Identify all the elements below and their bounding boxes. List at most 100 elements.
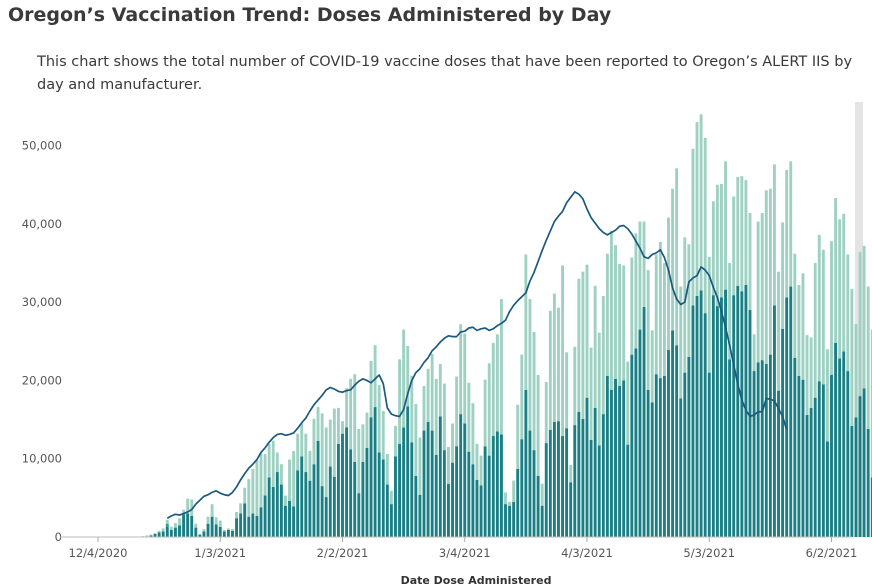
bar-segment bbox=[504, 504, 507, 537]
bar-segment bbox=[622, 265, 626, 381]
bar-segment bbox=[222, 529, 226, 532]
bar-segment bbox=[361, 461, 365, 537]
bar-segment bbox=[190, 499, 194, 516]
bar-segment bbox=[320, 486, 324, 538]
x-tick-label: 6/2/2021 bbox=[806, 546, 858, 560]
bar-segment bbox=[385, 484, 389, 537]
bar-segment bbox=[520, 354, 524, 440]
bar-segment bbox=[369, 417, 373, 537]
bar-segment bbox=[850, 425, 854, 537]
bar-segment bbox=[605, 253, 609, 376]
bar-segment bbox=[520, 439, 524, 537]
bar-segment bbox=[658, 378, 662, 537]
bar-segment bbox=[703, 137, 707, 314]
bar-segment bbox=[279, 484, 283, 537]
bar-segment bbox=[434, 454, 438, 537]
bar-segment bbox=[768, 354, 772, 537]
bar-segment bbox=[418, 494, 422, 537]
y-tick-label: 40,000 bbox=[22, 217, 62, 231]
bar-segment bbox=[528, 430, 532, 537]
bar-segment bbox=[622, 380, 626, 537]
chart-title: Oregon’s Vaccination Trend: Doses Admini… bbox=[8, 4, 612, 26]
bar-segment bbox=[585, 397, 589, 537]
bar-segment bbox=[288, 501, 291, 537]
bar-segment bbox=[394, 425, 397, 457]
bar-segment bbox=[569, 482, 573, 537]
bar-segment bbox=[728, 263, 732, 360]
bar-segment bbox=[194, 527, 198, 537]
bar-segment bbox=[797, 284, 801, 376]
bar-segment bbox=[495, 334, 499, 432]
bar-segment bbox=[475, 479, 479, 537]
bar-segment bbox=[801, 379, 805, 537]
bar-segment bbox=[752, 334, 756, 372]
bar-segment bbox=[341, 421, 344, 434]
bar-segment bbox=[532, 331, 536, 451]
bar-segment bbox=[789, 286, 793, 537]
bar-segment bbox=[398, 359, 401, 444]
bar-segment bbox=[267, 443, 271, 478]
bar-segment bbox=[300, 423, 304, 457]
bar-segment bbox=[210, 516, 214, 537]
bar-segment bbox=[715, 184, 719, 307]
bar-segment bbox=[377, 452, 381, 537]
bar-segment bbox=[398, 443, 401, 537]
bar-segment bbox=[634, 348, 638, 537]
bar-segment bbox=[842, 213, 846, 352]
bar-segment bbox=[671, 330, 675, 537]
bar-segment bbox=[247, 516, 251, 537]
bar-segment bbox=[161, 528, 165, 532]
bar-segment bbox=[720, 297, 723, 537]
bar-segment bbox=[475, 443, 479, 480]
bar-segment bbox=[418, 437, 422, 495]
bar-segment bbox=[781, 222, 785, 329]
bar-segment bbox=[805, 414, 809, 537]
bar-segment bbox=[235, 511, 238, 519]
bar-segment bbox=[732, 295, 736, 537]
bar-segment bbox=[214, 517, 218, 525]
bar-segment bbox=[605, 375, 609, 537]
bar-segment bbox=[455, 376, 459, 447]
bar-segment bbox=[247, 479, 251, 517]
bar-segment bbox=[821, 384, 825, 538]
bar-segment bbox=[198, 533, 202, 535]
bar-segment bbox=[687, 244, 691, 357]
bar-segment bbox=[426, 368, 430, 422]
bar-segment bbox=[214, 524, 218, 537]
bar-segment bbox=[691, 305, 695, 537]
bar-segment bbox=[610, 230, 613, 390]
chart-subtitle: This chart shows the total number of COV… bbox=[37, 54, 853, 93]
bar-segment bbox=[353, 461, 357, 537]
bar-segment bbox=[711, 295, 715, 537]
bar-segment bbox=[593, 407, 597, 537]
bar-segment bbox=[373, 407, 377, 537]
bar-segment bbox=[552, 421, 556, 537]
bar-segment bbox=[251, 468, 255, 514]
bar-segment bbox=[805, 335, 809, 415]
bar-segment bbox=[190, 515, 194, 537]
bar-segment bbox=[732, 196, 736, 296]
bar-segment bbox=[504, 492, 507, 505]
bar-segment bbox=[809, 337, 813, 408]
bar-segment bbox=[646, 389, 650, 537]
bar-segment bbox=[577, 278, 581, 412]
bar-segment bbox=[479, 485, 483, 537]
bar-segment bbox=[279, 464, 283, 485]
bar-segment bbox=[202, 531, 206, 537]
bar-segment bbox=[312, 418, 316, 465]
bar-segment bbox=[345, 427, 349, 537]
bar-segment bbox=[695, 122, 699, 296]
bar-segment bbox=[565, 352, 569, 429]
bar-segment bbox=[724, 289, 727, 537]
bar-segment bbox=[198, 534, 202, 537]
bar-segment bbox=[597, 445, 601, 537]
bar-segment bbox=[866, 286, 870, 429]
bar-segment bbox=[169, 526, 173, 530]
bar-segment bbox=[707, 372, 711, 537]
bar-segment bbox=[455, 446, 459, 537]
bar-segment bbox=[173, 522, 177, 528]
bar-segment bbox=[662, 263, 666, 376]
bar-segment bbox=[422, 430, 426, 537]
moving-average-line bbox=[166, 190, 788, 519]
bar-segment bbox=[760, 212, 764, 361]
